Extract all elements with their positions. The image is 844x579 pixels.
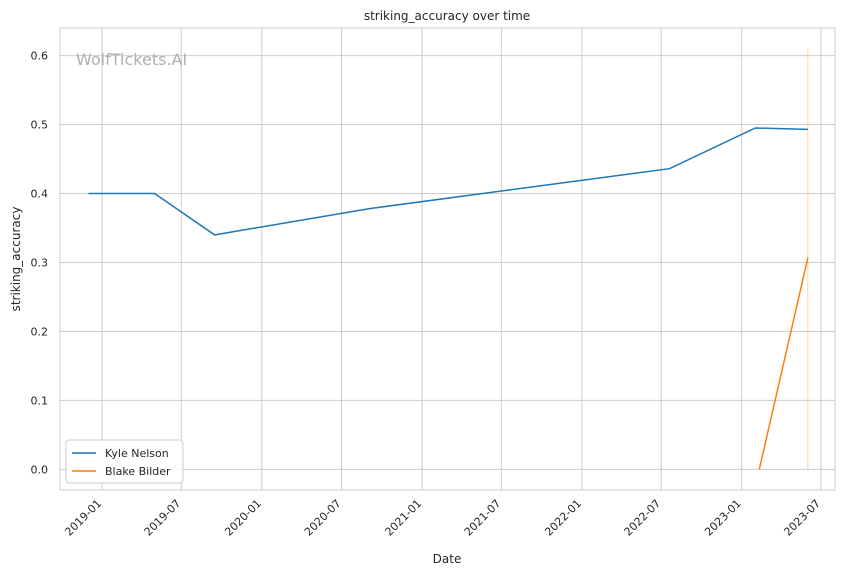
legend: Kyle Nelson Blake Bilder — [65, 439, 184, 484]
legend-label-blake-bilder: Blake Bilder — [105, 465, 171, 478]
y-tick-label: 0.2 — [31, 325, 49, 338]
y-tick-label: 0.5 — [31, 119, 49, 132]
y-tick-labels: 0.0 0.1 0.2 0.3 0.4 0.5 0.6 — [31, 50, 49, 477]
legend-box — [65, 439, 184, 484]
chart-title: striking_accuracy over time — [364, 9, 530, 23]
series-line-blake-bilder — [758, 257, 809, 470]
y-tick-label: 0.1 — [31, 394, 49, 407]
plot-frame — [59, 27, 836, 491]
y-axis-label: striking_accuracy — [9, 207, 23, 312]
y-tick-label: 0.0 — [31, 463, 49, 476]
grid — [60, 28, 835, 490]
y-tick-label: 0.3 — [31, 256, 49, 269]
legend-label-kyle-nelson: Kyle Nelson — [105, 447, 169, 460]
y-tick-label: 0.4 — [31, 187, 49, 200]
x-axis-label: Date — [433, 552, 462, 566]
watermark: WolfTickets.AI — [76, 50, 187, 69]
y-tick-label: 0.6 — [31, 50, 49, 63]
series-lines — [88, 127, 809, 470]
series-line-kyle-nelson — [88, 127, 808, 236]
